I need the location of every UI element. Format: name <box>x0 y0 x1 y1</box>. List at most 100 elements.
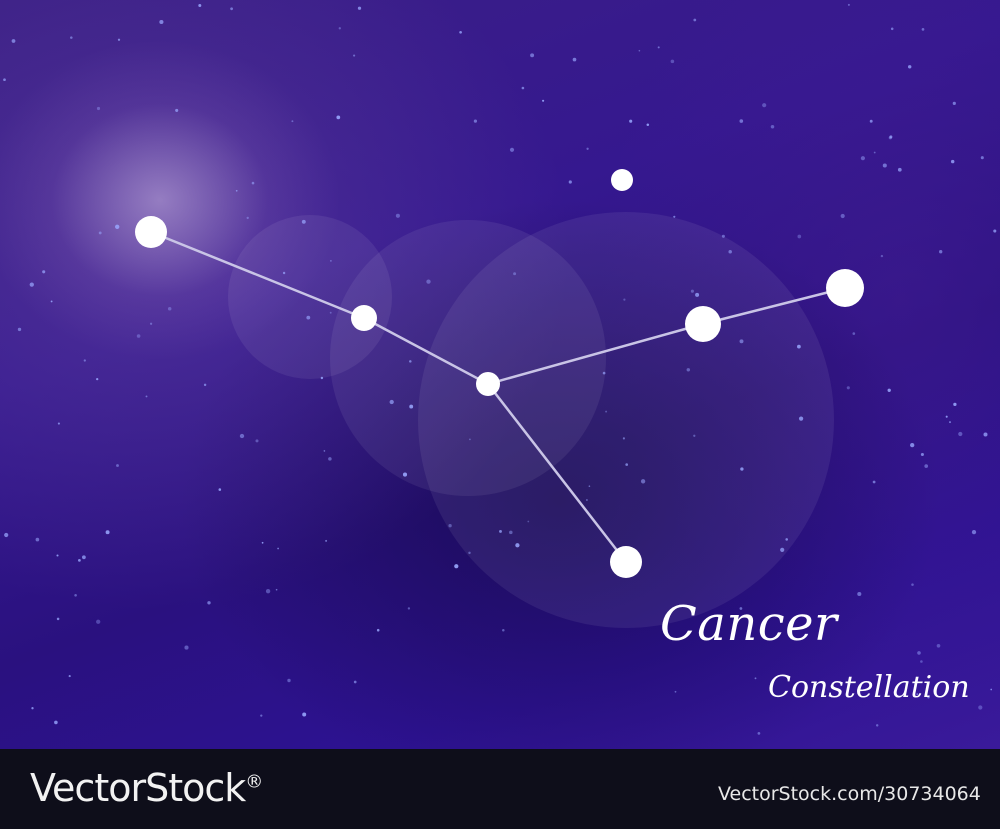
dust-star <box>568 180 572 184</box>
line-star-c-star-d <box>487 322 704 386</box>
dust-star <box>336 115 341 120</box>
dust-star <box>939 250 943 254</box>
dust-star <box>469 438 471 441</box>
dust-star <box>572 57 577 62</box>
line-star-b-star-c <box>363 316 489 386</box>
dust-star <box>910 442 915 448</box>
constellation-lines <box>150 230 846 563</box>
dust-star <box>376 628 380 632</box>
dust-star <box>860 156 865 161</box>
dust-star <box>402 472 408 477</box>
dust-star <box>251 181 255 185</box>
dust-star <box>261 541 264 544</box>
dust-star <box>230 7 233 11</box>
dust-star <box>657 46 660 49</box>
dust-star <box>329 259 332 262</box>
dust-star <box>695 292 700 297</box>
dust-star <box>889 135 893 139</box>
dust-star <box>721 234 725 238</box>
dust-star <box>11 39 16 43</box>
dust-star <box>395 213 400 218</box>
dust-star <box>409 360 412 363</box>
dust-star <box>459 30 462 34</box>
dust-star <box>797 234 802 239</box>
dust-star <box>218 488 222 491</box>
dust-star <box>175 108 179 112</box>
dust-star <box>693 434 696 437</box>
dust-star <box>770 124 775 129</box>
dust-star <box>920 660 923 663</box>
night-sky-background: Cancer Constellation <box>0 0 1000 749</box>
dust-star <box>739 607 743 610</box>
dust-star <box>4 532 9 538</box>
dust-star <box>646 123 650 126</box>
dust-star <box>207 601 211 605</box>
dust-star <box>875 724 879 727</box>
registered-mark: ® <box>245 771 263 793</box>
star-d <box>685 306 721 342</box>
dust-star <box>693 18 697 22</box>
dust-star <box>872 480 876 484</box>
background-star-dust <box>3 3 997 735</box>
dust-star <box>239 433 245 439</box>
dust-star <box>978 705 983 710</box>
constellation-illustration <box>3 3 997 735</box>
dust-star <box>3 78 6 82</box>
dust-star <box>638 49 641 52</box>
dust-star <box>762 103 767 108</box>
dust-star <box>136 334 141 338</box>
dust-star <box>338 27 341 30</box>
dust-star <box>323 450 326 452</box>
dust-star <box>260 714 263 717</box>
dust-star <box>690 289 694 293</box>
dust-star <box>306 315 311 320</box>
dust-star <box>35 537 40 542</box>
dust-star <box>670 59 675 64</box>
dust-star <box>757 732 761 735</box>
dust-star <box>145 395 148 398</box>
dust-star <box>320 376 324 380</box>
constellation-stars <box>135 169 864 578</box>
dust-star <box>275 588 278 591</box>
dust-star <box>980 156 984 160</box>
dust-star <box>927 696 930 699</box>
dust-star <box>167 307 172 311</box>
dust-star <box>468 551 471 555</box>
dust-star <box>42 270 46 274</box>
dust-star <box>530 53 535 58</box>
dust-star <box>282 271 286 275</box>
line-star-d-star-e <box>702 286 846 326</box>
dust-star <box>96 106 101 111</box>
dust-star <box>586 147 589 150</box>
dust-star <box>301 219 306 224</box>
dust-star <box>623 298 626 301</box>
dust-star <box>840 213 845 219</box>
dust-star <box>328 457 332 461</box>
dust-star <box>640 479 646 484</box>
dust-star <box>950 159 955 164</box>
dust-star <box>50 300 53 303</box>
dust-star <box>625 463 629 466</box>
dust-star <box>513 272 517 276</box>
star-c <box>476 372 500 396</box>
dust-star <box>198 4 202 7</box>
dust-star <box>971 529 977 535</box>
dust-star <box>70 36 73 39</box>
dust-star <box>949 421 951 424</box>
dust-star <box>857 591 862 597</box>
dust-star <box>56 554 59 557</box>
dust-star <box>255 439 259 443</box>
dust-star <box>502 629 505 632</box>
dust-star <box>98 231 102 235</box>
dust-star <box>159 19 164 25</box>
dust-star <box>527 520 530 523</box>
dust-star <box>149 322 153 325</box>
dust-star <box>869 119 873 123</box>
dust-star <box>96 377 99 381</box>
dust-star <box>353 54 356 57</box>
dust-star <box>740 467 744 471</box>
dust-star <box>29 282 34 287</box>
dust-star <box>785 538 788 541</box>
dust-star <box>409 404 414 409</box>
